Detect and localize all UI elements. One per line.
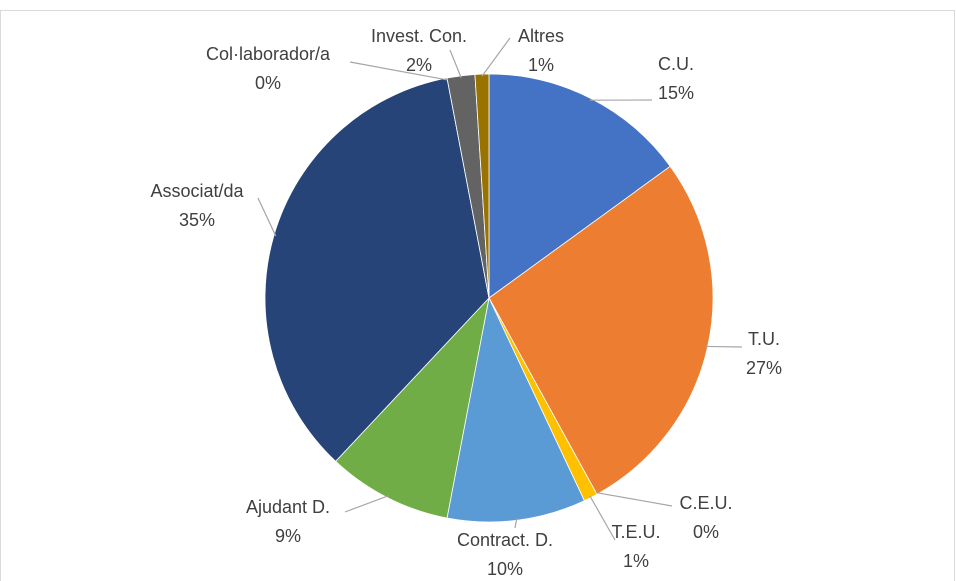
pie-slice xyxy=(474,73,490,299)
leader-line xyxy=(481,37,511,77)
slice-label-name: Associat/da xyxy=(150,181,244,201)
slice-label-value: 27% xyxy=(746,358,782,378)
slice-label-value: 1% xyxy=(528,55,554,75)
slice-label-name: Contract. D. xyxy=(457,530,553,550)
leader-line xyxy=(514,518,518,529)
slice-label-value: 0% xyxy=(693,522,719,542)
pie-slice xyxy=(264,77,490,462)
leader-line xyxy=(349,61,448,81)
leader-line xyxy=(705,345,743,348)
slice-label-value: 10% xyxy=(487,559,523,579)
slice-label-name: T.E.U. xyxy=(611,522,660,542)
leader-line xyxy=(344,495,389,513)
pie-slice xyxy=(335,296,490,519)
slice-label-name: C.U. xyxy=(658,54,694,74)
leader-line xyxy=(449,49,462,78)
pie-slice xyxy=(446,296,585,523)
leader-line xyxy=(589,495,616,541)
slice-label-name: Altres xyxy=(518,26,564,46)
pie xyxy=(264,73,714,523)
slice-label-value: 2% xyxy=(406,55,432,75)
slice-label-name: T.U. xyxy=(748,329,780,349)
slice-label-name: Ajudant D. xyxy=(246,497,330,517)
leader-line xyxy=(595,491,673,507)
slice-label-value: 15% xyxy=(658,83,694,103)
slice-label-value: 35% xyxy=(179,210,215,230)
slice-label-name: Col·laborador/a xyxy=(206,44,331,64)
slice-label-value: 9% xyxy=(275,526,301,546)
slice-label-value: 0% xyxy=(255,73,281,93)
pie-slice xyxy=(488,73,671,299)
slice-label-name: Invest. Con. xyxy=(371,26,467,46)
leader-line xyxy=(257,197,277,237)
slice-label-name: C.E.U. xyxy=(679,493,732,513)
slice-label-value: 1% xyxy=(623,551,649,571)
